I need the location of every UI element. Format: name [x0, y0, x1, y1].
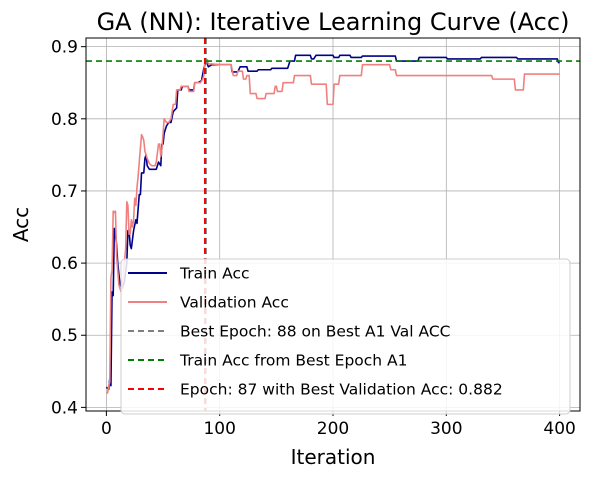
legend-label-2: Best Epoch: 88 on Best A1 Val ACC — [180, 323, 451, 341]
legend-label-1: Validation Acc — [180, 294, 289, 312]
legend-box — [120, 258, 571, 415]
x-tick-label: 400 — [543, 419, 575, 439]
series-line-1 — [106, 58, 560, 394]
y-tick-label: 0.9 — [51, 38, 78, 58]
x-axis-label: Iteration — [291, 445, 376, 469]
x-tick-label: 100 — [203, 419, 235, 439]
legend-label-0: Train Acc — [179, 265, 250, 283]
legend-label-3: Train Acc from Best Epoch A1 — [179, 352, 408, 370]
x-tick-label: 200 — [317, 419, 349, 439]
y-tick-label: 0.6 — [51, 254, 78, 274]
legend: Train Acc Validation Acc Best Epoch: 88 on… — [120, 258, 571, 415]
chart-title: GA (NN): Iterative Learning Curve (Acc) — [97, 8, 570, 36]
axis-ticks: 0 100 200 300 400 0.4 0.5 0.6 0.7 0.8 0.9 — [51, 38, 576, 439]
y-axis-label: Acc — [9, 207, 33, 242]
y-tick-label: 0.7 — [51, 182, 78, 202]
y-tick-label: 0.4 — [51, 398, 78, 418]
x-tick-label: 300 — [430, 419, 462, 439]
y-tick-label: 0.8 — [51, 110, 78, 130]
legend-label-4: Epoch: 87 with Best Validation Acc: 0.88… — [180, 381, 503, 399]
y-tick-label: 0.5 — [51, 326, 78, 346]
x-tick-label: 0 — [101, 419, 112, 439]
